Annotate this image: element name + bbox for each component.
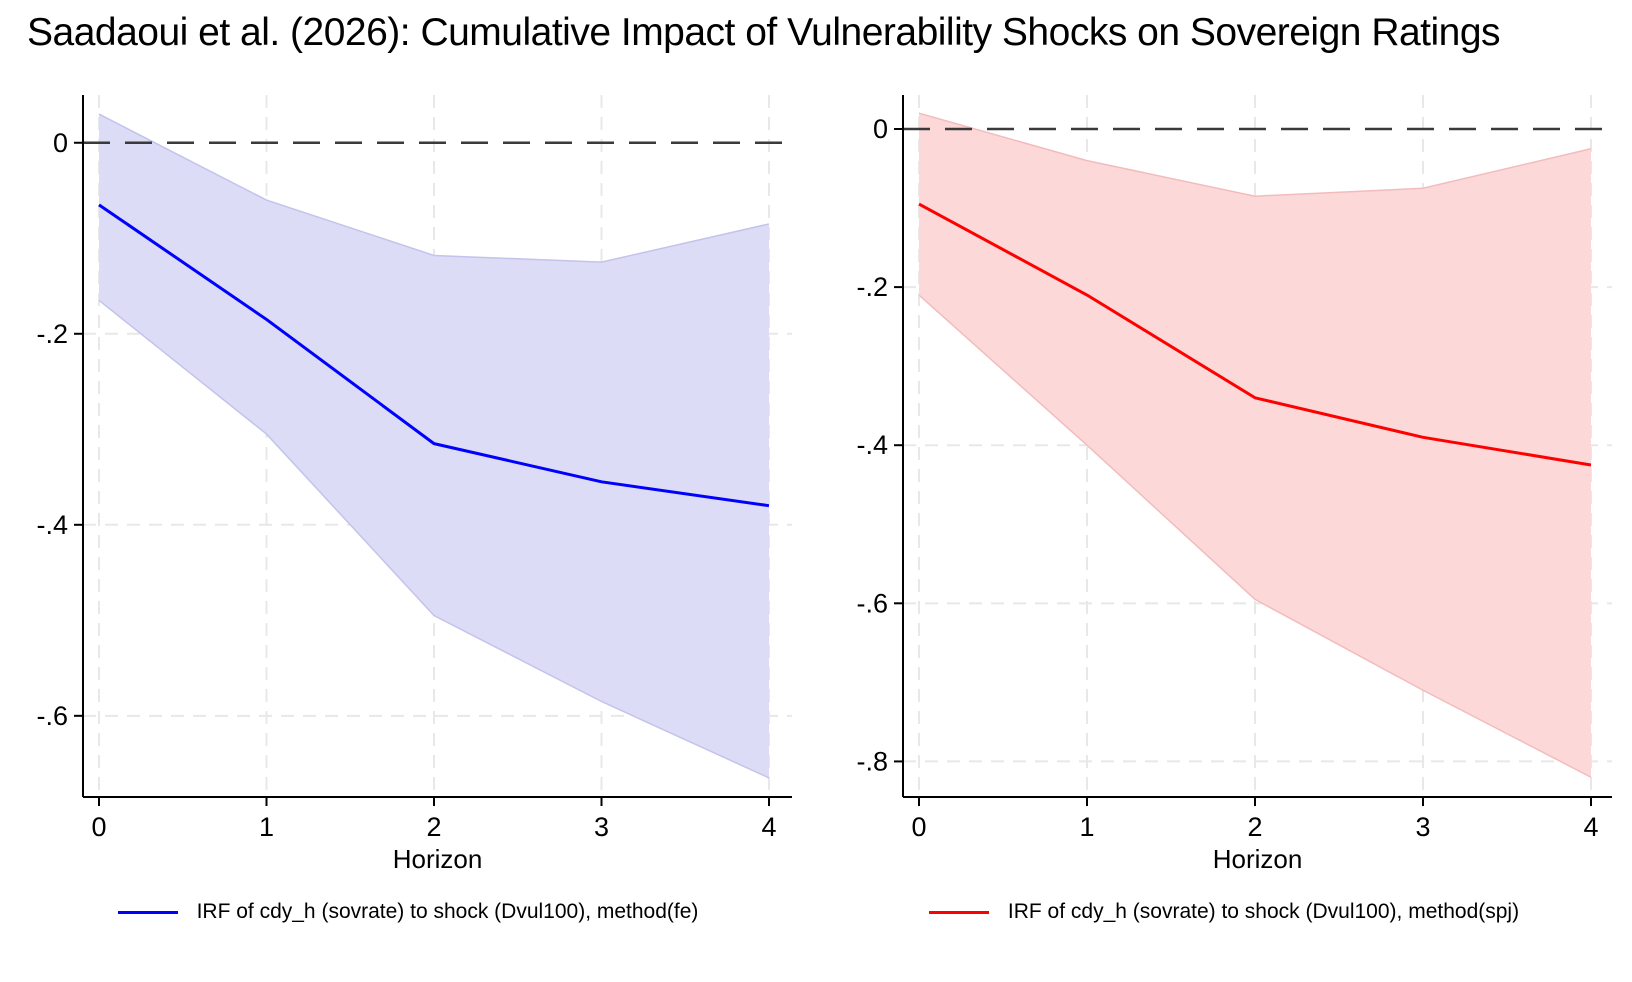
svg-text:2: 2 [1247, 812, 1262, 842]
legend-label-spj: IRF of cdy_h (sovrate) to shock (Dvul100… [1007, 900, 1520, 923]
panel-left-plot: 0 -.2 -.4 -.6 0 1 2 3 4 Horizon [36, 95, 792, 874]
svg-text:4: 4 [1583, 812, 1598, 842]
svg-text:0: 0 [91, 812, 106, 842]
svg-text:4: 4 [761, 812, 776, 842]
svg-text:Horizon: Horizon [1213, 844, 1303, 874]
svg-text:3: 3 [594, 812, 609, 842]
svg-text:-.2: -.2 [856, 272, 888, 302]
svg-text:2: 2 [426, 812, 441, 842]
legend-left: IRF of cdy_h (sovrate) to shock (Dvul100… [0, 896, 816, 928]
svg-text:-.6: -.6 [856, 588, 888, 618]
chart-title: Saadaoui et al. (2026): Cumulative Impac… [27, 11, 1501, 54]
legend-line-swatch-red [928, 910, 989, 914]
svg-text:-.8: -.8 [856, 746, 888, 776]
panel-right-plot: 0 -.2 -.4 -.6 -.8 0 1 2 3 4 Horizon [856, 95, 1612, 874]
svg-text:0: 0 [911, 812, 926, 842]
svg-text:1: 1 [259, 812, 274, 842]
legend-label-fe: IRF of cdy_h (sovrate) to shock (Dvul100… [196, 900, 699, 923]
svg-text:-.4: -.4 [856, 430, 888, 460]
legend-line-swatch-blue [117, 910, 178, 914]
svg-text:0: 0 [53, 128, 68, 158]
legend-right: IRF of cdy_h (sovrate) to shock (Dvul100… [816, 896, 1632, 928]
svg-text:-.4: -.4 [36, 510, 68, 540]
svg-text:-.2: -.2 [36, 319, 68, 349]
svg-text:0: 0 [873, 114, 888, 144]
svg-text:1: 1 [1079, 812, 1094, 842]
svg-text:-.6: -.6 [36, 701, 68, 731]
svg-text:Horizon: Horizon [393, 844, 483, 874]
svg-text:3: 3 [1415, 812, 1430, 842]
